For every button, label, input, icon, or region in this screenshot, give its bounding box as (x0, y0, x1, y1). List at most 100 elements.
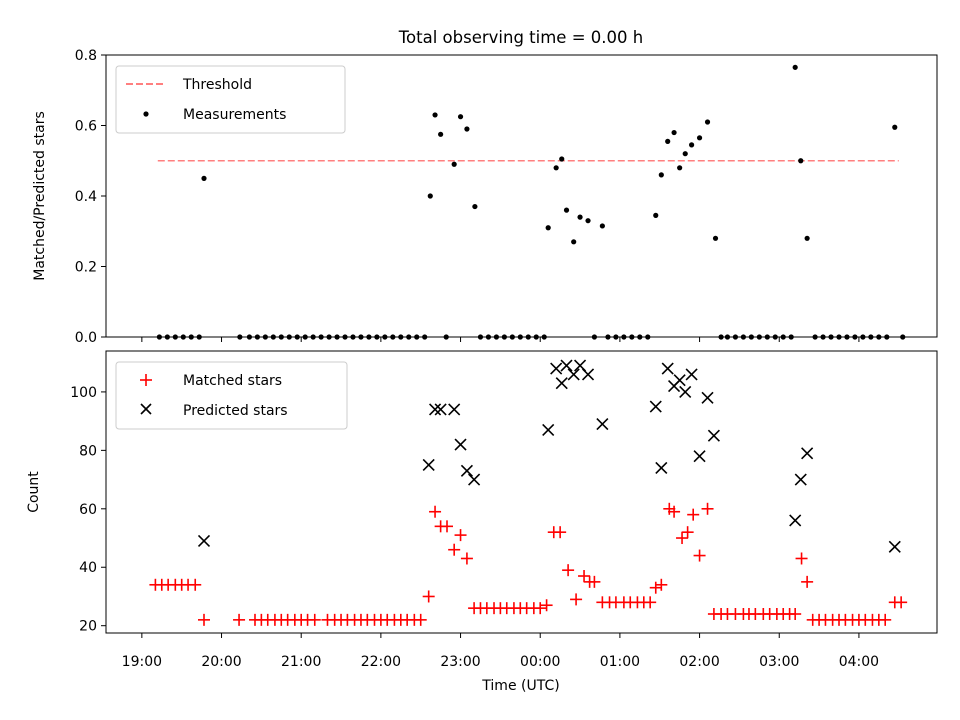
predicted-star-point (649, 400, 662, 413)
legend-measurements-swatch (143, 111, 149, 117)
matched-star-point (655, 578, 668, 591)
matched-star-point (422, 590, 435, 603)
matched-star-point (693, 549, 706, 562)
top-legend: Threshold Measurements (115, 65, 346, 134)
matched-star-point (681, 526, 694, 539)
matched-star-point (570, 593, 583, 606)
x-tick-label: 23:00 (440, 654, 480, 670)
bottom-plot-area (149, 359, 908, 626)
measurement-point (571, 239, 577, 245)
legend-predicted-swatch (140, 403, 152, 415)
measurement-point (585, 218, 591, 224)
predicted-star-point (197, 534, 211, 548)
measurement-point (201, 175, 207, 181)
matched-star-point (644, 596, 657, 609)
predicted-star-point (422, 458, 435, 472)
bottom-legend-box (115, 361, 348, 430)
matched-star-point (879, 613, 892, 626)
measurement-point (451, 161, 457, 167)
predicted-star-point (794, 473, 807, 486)
x-tick-label: 00:00 (520, 654, 560, 670)
x-tick-label: 03:00 (759, 654, 799, 670)
measurement-point (689, 142, 695, 148)
predicted-star-point (701, 391, 714, 404)
predicted-star-point (567, 368, 580, 381)
matched-star-point (414, 613, 427, 626)
matched-star-point (233, 613, 246, 626)
chart-title: Total observing time = 0.00 h (398, 28, 643, 47)
matched-star-point (895, 596, 908, 609)
measurement-point (804, 235, 810, 241)
top-y-tick-label: 0.4 (75, 189, 97, 205)
measurement-point (677, 165, 683, 171)
measurement-point (559, 156, 565, 162)
x-tick-label: 02:00 (679, 654, 719, 670)
top-y-axis-label: Matched/Predicted stars (32, 111, 48, 281)
bottom-axes: 20 40 60 80 100 19:00 20:00 21:00 22:00 23:00 00:… (26, 350, 938, 694)
matched-star-point (534, 602, 547, 615)
measurement-point (427, 193, 433, 199)
predicted-star-point (460, 464, 473, 477)
measurement-point (658, 172, 664, 178)
measurement-point (545, 225, 551, 231)
bottom-y-tick-label: 40 (79, 560, 97, 576)
bottom-y-tick-label: 80 (79, 443, 97, 459)
predicted-star-point (673, 374, 686, 387)
matched-star-point (197, 613, 210, 626)
legend-predicted-label: Predicted stars (183, 403, 288, 419)
matched-star-point (578, 570, 591, 583)
predicted-star-point (581, 368, 595, 381)
measurement-point (665, 138, 671, 144)
measurement-point (472, 203, 478, 210)
matched-star-point (540, 599, 553, 612)
measurement-point (464, 126, 470, 132)
matched-star-point (308, 613, 321, 626)
predicted-star-point (555, 377, 568, 390)
predicted-star-point (468, 473, 481, 486)
matched-star-point (441, 520, 454, 533)
x-tick-label: 19:00 (122, 654, 162, 670)
top-x-ticks (141, 337, 860, 342)
measurement-point (892, 124, 898, 130)
bottom-y-tick-label: 100 (70, 385, 97, 401)
top-axes-frame (105, 54, 938, 338)
legend-measurements-label: Measurements (183, 107, 286, 123)
measurement-point (798, 158, 804, 164)
predicted-star-point (434, 403, 447, 416)
x-tick-label: 04:00 (839, 654, 879, 670)
predicted-star-point (596, 417, 609, 431)
measurement-point (792, 64, 798, 70)
legend-matched-label: Matched stars (183, 373, 282, 389)
matched-star-point (562, 564, 575, 577)
top-legend-box (115, 65, 346, 134)
predicted-star-point (707, 429, 720, 442)
bottom-y-tick-label: 60 (79, 502, 97, 518)
matched-star-point (454, 529, 467, 542)
predicted-star-point (685, 368, 698, 381)
measurement-point (432, 112, 438, 118)
matched-star-point (687, 508, 700, 521)
top-y-ticks: 0.0 0.2 0.4 0.6 0.8 (75, 48, 106, 346)
matched-star-point (789, 608, 802, 621)
measurement-point (682, 151, 688, 157)
x-tick-label: 21:00 (281, 654, 321, 670)
matched-star-point (801, 575, 814, 588)
top-y-tick-label: 0.6 (75, 119, 97, 135)
predicted-star-point (454, 438, 467, 451)
predicted-star-point (801, 447, 814, 460)
matched-star-point (189, 578, 202, 591)
predicted-star-point (679, 385, 692, 398)
bottom-y-ticks: 20 40 60 80 100 (70, 385, 106, 635)
top-plot-area (156, 64, 906, 340)
bottom-y-tick-label: 20 (79, 619, 97, 635)
predicted-star-point (888, 540, 901, 553)
measurement-point (438, 131, 444, 137)
measurement-point (577, 214, 583, 220)
measurement-point (671, 129, 677, 136)
matched-star-point (668, 505, 681, 518)
bottom-x-ticks: 19:00 20:00 21:00 22:00 23:00 00:00 01:00 02:00… (122, 633, 879, 670)
measurement-point (599, 223, 605, 229)
bottom-axes-frame (105, 350, 938, 634)
matched-star-point (676, 532, 689, 545)
